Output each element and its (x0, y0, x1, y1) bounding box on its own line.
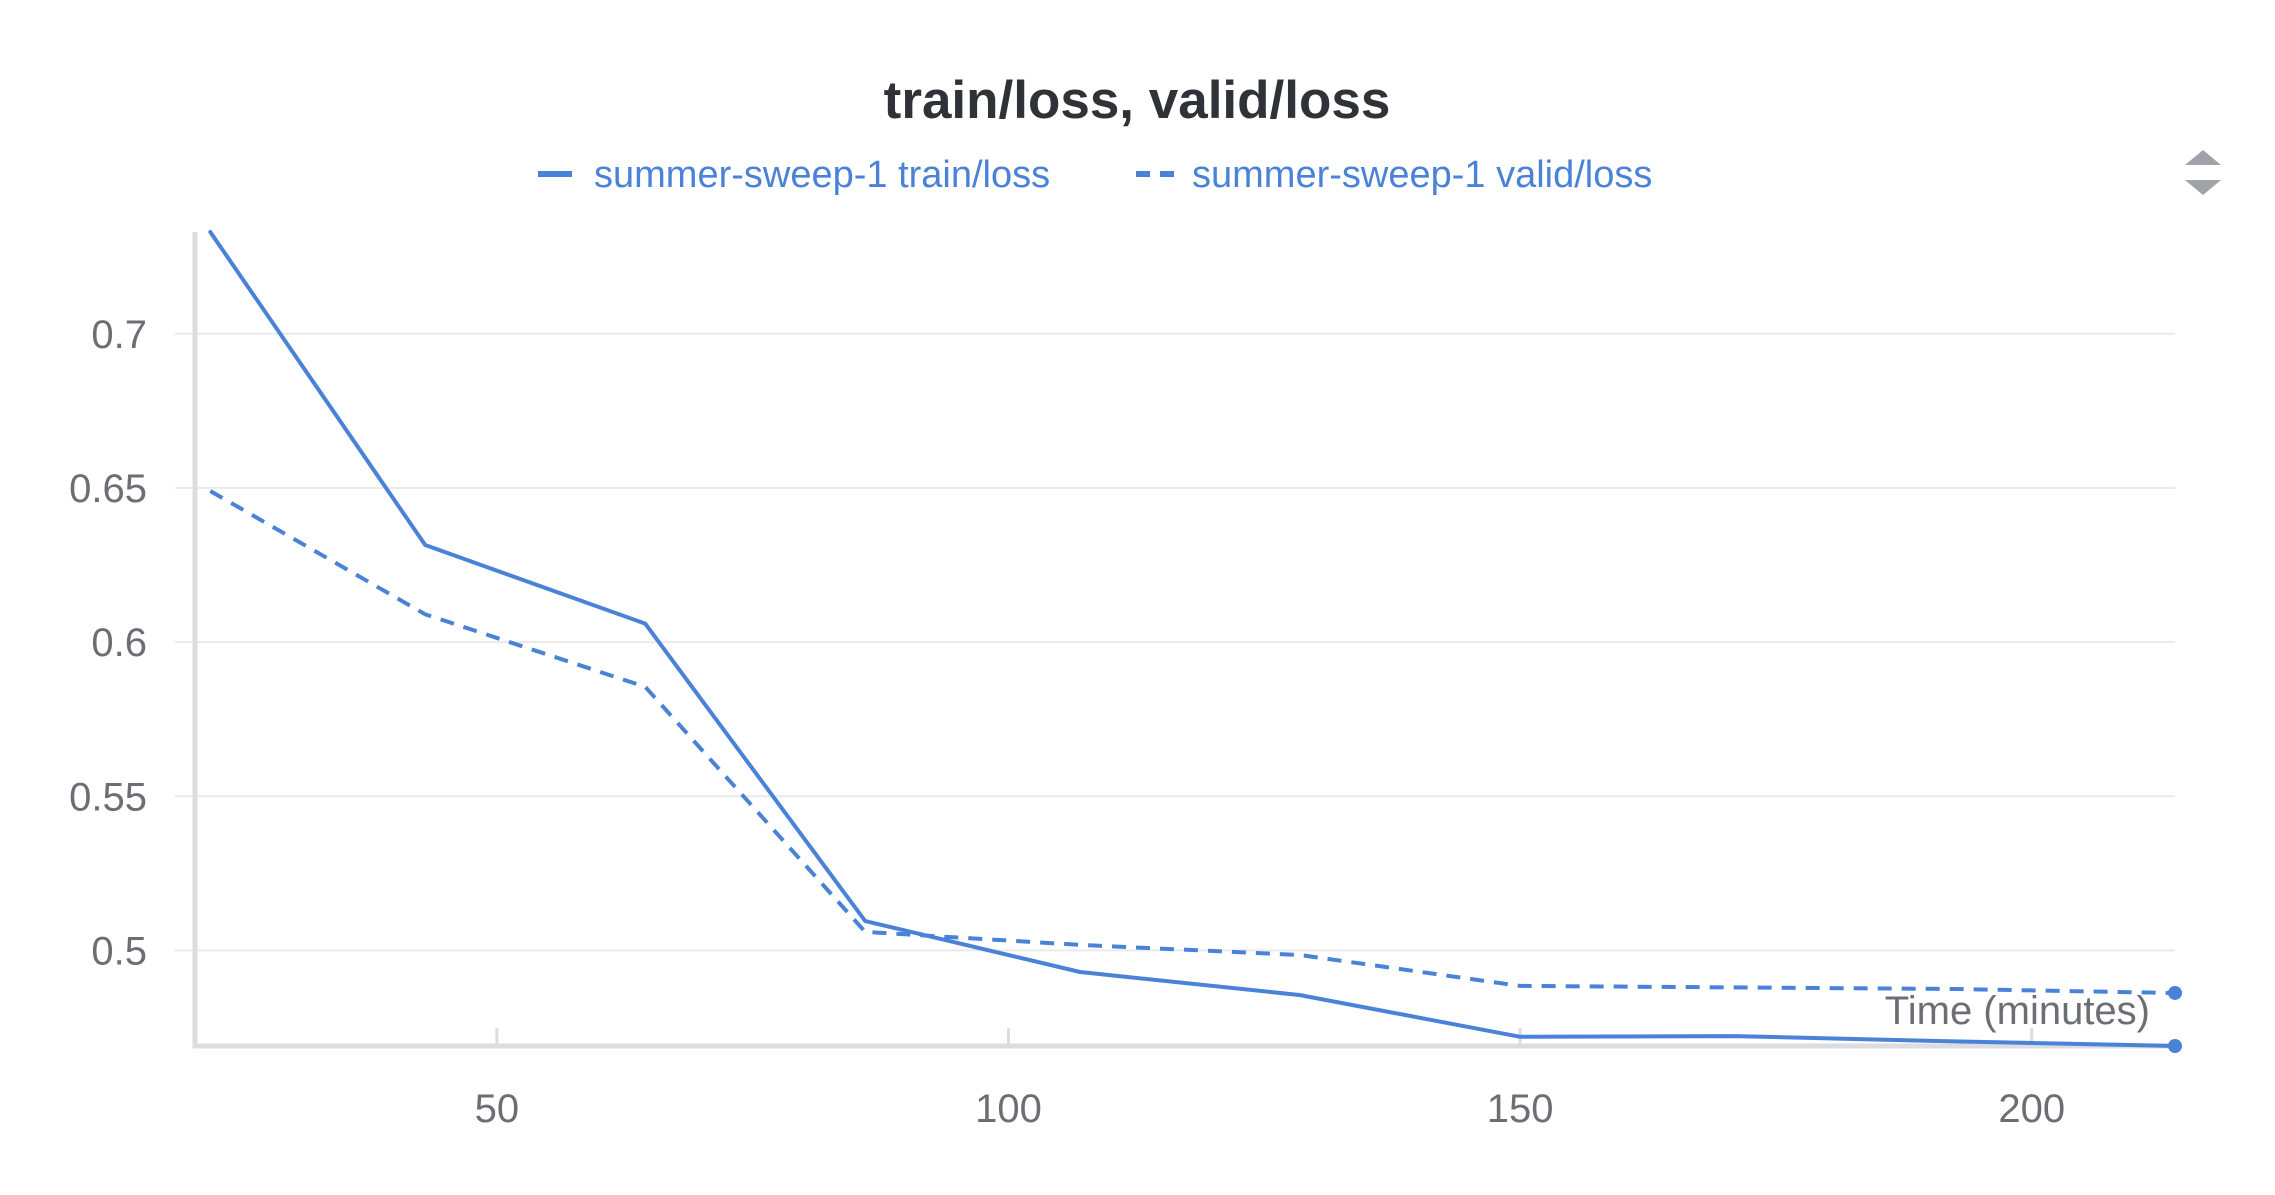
x-tick-labels: 50 100 150 200 (475, 1087, 2066, 1131)
series-endpoint-train-loss (2168, 1039, 2182, 1053)
series-lines (208, 230, 2182, 1053)
y-tick-label: 0.65 (69, 467, 147, 511)
chart-title: train/loss, valid/loss (884, 71, 1391, 130)
x-tick-label: 200 (1998, 1087, 2065, 1131)
y-tick-label: 0.7 (91, 313, 147, 357)
axes (192, 232, 2175, 1049)
x-tick-label: 100 (975, 1087, 1042, 1131)
grid-lines (175, 332, 2175, 952)
x-axis-label: Time (minutes) (1885, 989, 2150, 1033)
sort-updown-icon[interactable] (2185, 150, 2221, 195)
series-line-valid-loss (209, 489, 2176, 995)
y-tick-label: 0.5 (91, 929, 147, 973)
legend-label-valid-loss: summer-sweep-1 valid/loss (1192, 154, 1652, 196)
legend-label-train-loss: summer-sweep-1 train/loss (594, 154, 1050, 196)
y-tick-labels: 0.5 0.55 0.6 0.65 0.7 (69, 313, 147, 974)
x-tick-label: 150 (1487, 1087, 1554, 1131)
x-tick-label: 50 (475, 1087, 520, 1131)
series-endpoint-valid-loss (2168, 985, 2182, 1000)
y-tick-label: 0.6 (91, 621, 147, 665)
y-tick-label: 0.55 (69, 775, 147, 819)
series-line-train-loss (208, 230, 2177, 1048)
legend: summer-sweep-1 train/loss summer-sweep-1… (538, 154, 1652, 196)
